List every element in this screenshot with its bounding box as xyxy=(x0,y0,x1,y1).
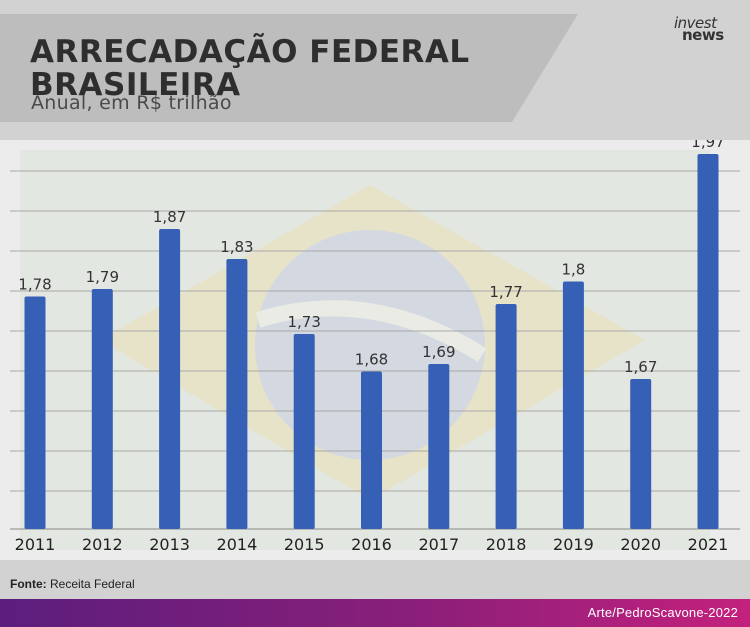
x-tick-2016: 2016 xyxy=(351,535,392,554)
x-tick-2017: 2017 xyxy=(418,535,459,554)
footer-bar: Arte/PedroScavone-2022 xyxy=(0,599,750,627)
bar-2019 xyxy=(562,281,584,529)
title-panel-shape xyxy=(0,14,578,122)
x-tick-2013: 2013 xyxy=(149,535,190,554)
value-label-2015: 1,73 xyxy=(287,313,320,331)
value-label-2020: 1,67 xyxy=(624,358,657,376)
bar-2016 xyxy=(361,371,382,529)
value-label-2011: 1,78 xyxy=(18,276,51,294)
bars xyxy=(24,154,719,529)
bar-2011 xyxy=(24,296,46,529)
bar-2014 xyxy=(226,259,248,529)
credit-text: Arte/PedroScavone-2022 xyxy=(587,605,738,620)
bar-2017 xyxy=(428,364,450,529)
value-label-2012: 1,79 xyxy=(86,268,119,286)
x-tick-labels: 2011 2012 2013 2014 2015 2016 2017 2018 2019 2020… xyxy=(15,535,729,554)
chart-subtitle: Anual, em R$ trilhão xyxy=(31,92,232,114)
x-tick-2012: 2012 xyxy=(82,535,123,554)
x-tick-2018: 2018 xyxy=(486,535,527,554)
source-note: Fonte: Receita Federal xyxy=(10,577,135,591)
header: ARRECADAÇÃO FEDERAL BRASILEIRA Anual, em… xyxy=(0,0,750,135)
chart-area: 1,78 1,79 1,87 1,83 1,73 1,68 1,69 1,77 1,8 1,67 1… xyxy=(0,140,750,560)
value-label-2016: 1,68 xyxy=(355,351,388,369)
bar-2015 xyxy=(293,334,315,529)
source-value: Receita Federal xyxy=(50,577,135,591)
value-label-2021: 1,97 xyxy=(691,140,724,151)
logo-text-news: news xyxy=(682,26,724,44)
flag-band xyxy=(255,300,487,362)
x-tick-2011: 2011 xyxy=(15,535,56,554)
bar-chart: 1,78 1,79 1,87 1,83 1,73 1,68 1,69 1,77 1,8 1,67 1… xyxy=(10,140,740,554)
bar-2020 xyxy=(630,379,652,529)
bar-2018 xyxy=(495,304,517,529)
value-label-2013: 1,87 xyxy=(153,208,186,226)
title-panel: ARRECADAÇÃO FEDERAL BRASILEIRA xyxy=(0,14,580,122)
x-tick-2019: 2019 xyxy=(553,535,594,554)
value-label-2018: 1,77 xyxy=(489,283,522,301)
value-labels: 1,78 1,79 1,87 1,83 1,73 1,68 1,69 1,77 1,8 1,67 1… xyxy=(18,140,724,376)
bar-2013 xyxy=(159,229,181,529)
bar-2021 xyxy=(697,154,719,529)
value-label-2014: 1,83 xyxy=(220,238,253,256)
chart-title: ARRECADAÇÃO FEDERAL BRASILEIRA xyxy=(30,34,470,103)
logo-text-invest: invest xyxy=(674,14,717,32)
value-label-2017: 1,69 xyxy=(422,343,455,361)
source-label: Fonte: xyxy=(10,577,47,591)
bar-2012 xyxy=(91,289,113,529)
x-tick-2020: 2020 xyxy=(620,535,661,554)
x-tick-2015: 2015 xyxy=(284,535,325,554)
value-label-2019: 1,8 xyxy=(561,261,585,279)
x-tick-2021: 2021 xyxy=(688,535,729,554)
investnews-logo: invest news xyxy=(674,14,736,44)
x-tick-2014: 2014 xyxy=(217,535,258,554)
